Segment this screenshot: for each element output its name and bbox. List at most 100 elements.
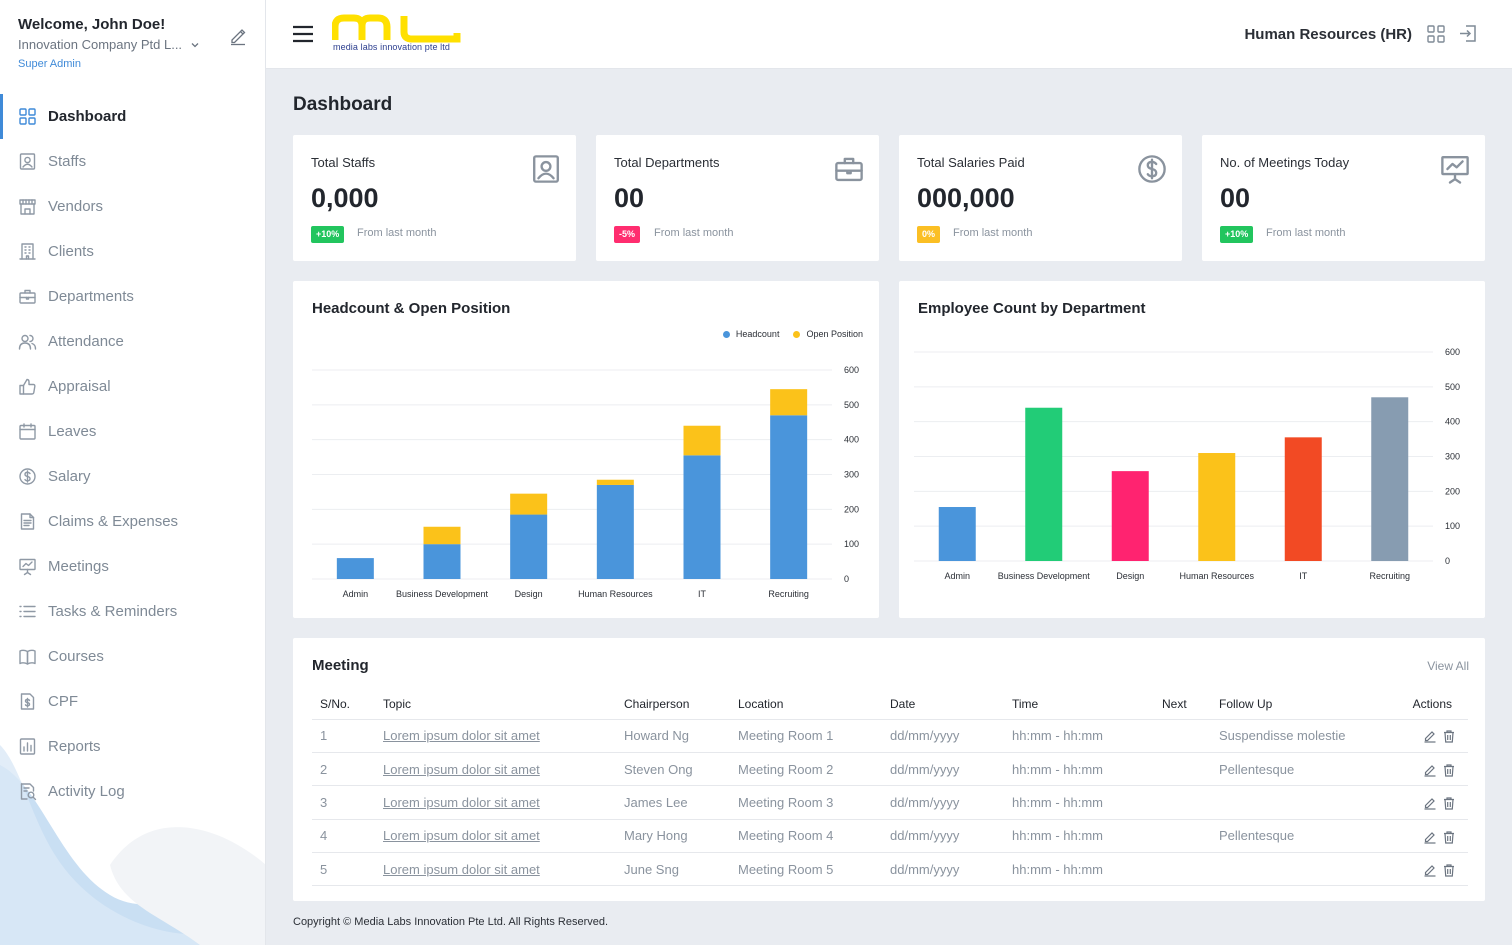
delete-icon[interactable] <box>1442 763 1456 777</box>
legend-item-headcount[interactable]: Headcount <box>722 329 779 339</box>
sidebar-item-claims-expenses[interactable]: Claims & Expenses <box>0 499 265 544</box>
meeting-topic-link[interactable]: Lorem ipsum dolor sit amet <box>383 794 540 810</box>
sidebar-item-activity-log[interactable]: Activity Log <box>0 769 265 814</box>
bar-headcount-design[interactable] <box>510 514 548 579</box>
bar-open-position-human-resources[interactable] <box>596 479 634 485</box>
bar-headcount-business-development[interactable] <box>423 544 461 579</box>
sidebar-item-meetings[interactable]: Meetings <box>0 544 265 589</box>
cell-meeting-topic-link: Lorem ipsum dolor sit amet <box>375 819 616 854</box>
sidebar-item-departments[interactable]: Departments <box>0 274 265 319</box>
cell-date: dd/mm/yyyy <box>882 719 1004 753</box>
cell-row-number: 5 <box>312 852 375 887</box>
cell-actions <box>1381 752 1468 787</box>
table-row[interactable]: 2 Lorem ipsum dolor sit amet Steven Ong Mee… <box>312 752 1468 787</box>
column-header[interactable]: Date <box>882 690 1004 720</box>
sidebar-item-vendors[interactable]: Vendors <box>0 184 265 229</box>
cell-actions <box>1381 785 1468 820</box>
module-name: Human Resources (HR) <box>1244 26 1412 43</box>
column-header[interactable]: Chairperson <box>616 690 730 720</box>
stat-value: 0,000 <box>311 183 379 213</box>
document-icon <box>20 513 35 530</box>
cell-chairperson: Howard Ng <box>616 719 730 753</box>
x-tick-label: Business Development <box>998 571 1091 581</box>
sidebar-item-staffs[interactable]: Staffs <box>0 139 265 184</box>
top-header: media labs innovation pte ltd Human Reso… <box>266 0 1512 69</box>
y-tick-label: 300 <box>844 470 859 480</box>
edit-icon[interactable] <box>1423 729 1437 744</box>
cell-location: Meeting Room 5 <box>730 852 882 887</box>
column-header[interactable]: Follow Up <box>1211 690 1381 720</box>
column-header[interactable]: Time <box>1004 690 1154 720</box>
y-tick-label: 300 <box>1445 452 1460 462</box>
table-row[interactable]: 1 Lorem ipsum dolor sit amet Howard Ng Meet… <box>312 719 1468 753</box>
sidebar-item-courses[interactable]: Courses <box>0 634 265 679</box>
sidebar-item-tasks-reminders[interactable]: Tasks & Reminders <box>0 589 265 634</box>
sidebar-item-label: Vendors <box>48 198 104 215</box>
column-header[interactable]: Actions <box>1381 690 1468 720</box>
column-header[interactable]: Next <box>1154 690 1211 720</box>
delete-icon[interactable] <box>1442 796 1456 810</box>
bar-open-position-design[interactable] <box>510 493 548 515</box>
sidebar-item-salary[interactable]: Salary <box>0 454 265 499</box>
storefront-icon <box>19 199 36 215</box>
bar-admin[interactable] <box>938 507 976 561</box>
sidebar-item-appraisal[interactable]: Appraisal <box>0 364 265 409</box>
bar-business-development[interactable] <box>1025 407 1063 561</box>
cell-follow-up: Suspendisse molestie <box>1211 719 1381 753</box>
sidebar-item-leaves[interactable]: Leaves <box>0 409 265 454</box>
meeting-topic-link[interactable]: Lorem ipsum dolor sit amet <box>383 761 540 777</box>
column-header[interactable]: Location <box>730 690 882 720</box>
bar-recruiting[interactable] <box>1371 397 1409 561</box>
legend-item-open-position[interactable]: Open Position <box>793 329 863 339</box>
bar-headcount-it[interactable] <box>683 455 721 579</box>
meeting-topic-link[interactable]: Lorem ipsum dolor sit amet <box>383 828 540 844</box>
view-all-link[interactable]: View All <box>1427 659 1469 673</box>
cell-chairperson: Mary Hong <box>616 819 730 854</box>
stat-note: From last month <box>953 227 1033 239</box>
bar-open-position-business-development[interactable] <box>423 526 461 545</box>
edit-profile-icon[interactable] <box>228 26 248 46</box>
sidebar-item-cpf[interactable]: CPF <box>0 679 265 724</box>
delete-icon[interactable] <box>1442 830 1456 844</box>
edit-icon[interactable] <box>1423 796 1437 810</box>
table-row[interactable]: 4 Lorem ipsum dolor sit amet Mary Hong Meet… <box>312 819 1468 854</box>
bar-human-resources[interactable] <box>1198 453 1236 561</box>
bar-headcount-admin[interactable] <box>336 558 374 579</box>
bar-open-position-recruiting[interactable] <box>770 389 808 416</box>
x-tick-label: Recruiting <box>768 589 809 599</box>
bar-headcount-human-resources[interactable] <box>596 484 634 579</box>
sidebar-item-reports[interactable]: Reports <box>0 724 265 769</box>
cell-next <box>1154 752 1211 787</box>
bar-it[interactable] <box>1284 437 1322 561</box>
company-switcher[interactable]: Innovation Company Ptd L... <box>18 37 253 52</box>
meeting-topic-link[interactable]: Lorem ipsum dolor sit amet <box>383 728 540 744</box>
delete-icon[interactable] <box>1442 863 1456 877</box>
edit-icon[interactable] <box>1423 763 1437 777</box>
sidebar-item-clients[interactable]: Clients <box>0 229 265 274</box>
meeting-topic-link[interactable]: Lorem ipsum dolor sit amet <box>383 861 540 877</box>
logout-icon[interactable] <box>1459 24 1478 43</box>
cell-location: Meeting Room 3 <box>730 785 882 820</box>
edit-icon[interactable] <box>1423 830 1437 844</box>
table-row[interactable]: 3 Lorem ipsum dolor sit amet James Lee Meet… <box>312 785 1468 820</box>
bar-design[interactable] <box>1111 471 1149 561</box>
stat-card: Total Salaries Paid 000,000 0% From last mo… <box>899 135 1182 261</box>
company-name: Innovation Company Ptd L... <box>18 37 183 52</box>
hamburger-menu-icon[interactable] <box>292 25 314 43</box>
stat-card: Total Staffs 0,000 +10% From last month <box>293 135 576 261</box>
delete-icon[interactable] <box>1442 729 1456 744</box>
cell-time: hh:mm - hh:mm <box>1004 785 1154 820</box>
sidebar-item-dashboard[interactable]: Dashboard <box>0 94 265 139</box>
sidebar-item-label: Courses <box>48 648 104 665</box>
stat-title: Total Staffs <box>311 155 376 170</box>
bar-headcount-recruiting[interactable] <box>770 415 808 579</box>
column-header[interactable]: S/No. <box>312 690 375 720</box>
sidebar-item-attendance[interactable]: Attendance <box>0 319 265 364</box>
x-tick-label: Human Resources <box>1179 571 1254 581</box>
apps-grid-icon[interactable] <box>1427 25 1445 43</box>
cell-time: hh:mm - hh:mm <box>1004 852 1154 887</box>
bar-open-position-it[interactable] <box>683 425 721 456</box>
edit-icon[interactable] <box>1423 863 1437 877</box>
table-row[interactable]: 5 Lorem ipsum dolor sit amet June Sng Meeti… <box>312 852 1468 887</box>
column-header[interactable]: Topic <box>375 690 616 720</box>
